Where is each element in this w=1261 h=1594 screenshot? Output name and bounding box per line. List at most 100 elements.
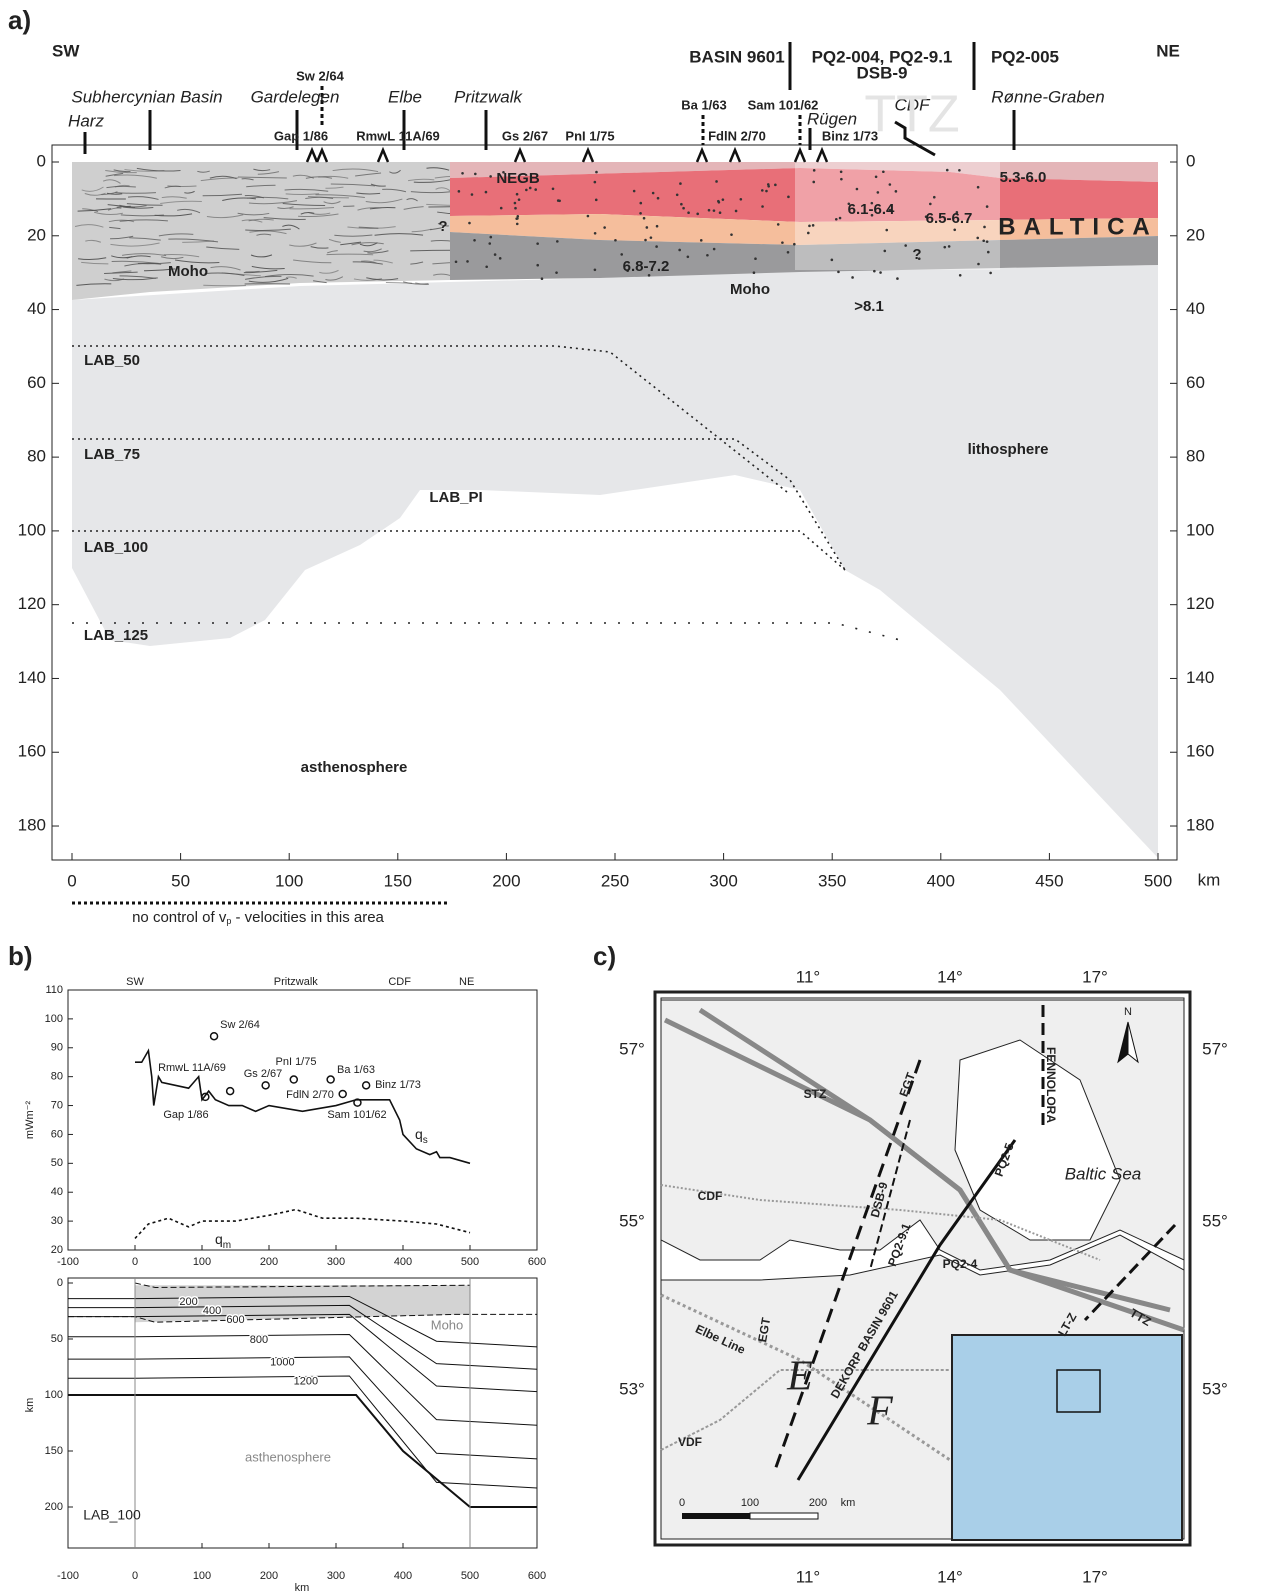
velocity-dot — [680, 203, 683, 206]
isotherm — [68, 1357, 537, 1459]
label: 0 — [1186, 151, 1195, 170]
velocity-dot — [740, 198, 743, 201]
figure: a)SWNEBASIN 9601PQ2-004, PQ2-9.1DSB-9PQ2… — [0, 0, 1261, 1594]
label: Harz — [68, 111, 104, 130]
label: lithosphere — [968, 441, 1049, 458]
label: mWm⁻² — [24, 1101, 36, 1140]
velocity-dot — [687, 256, 690, 259]
label: BASIN 9601 — [689, 47, 784, 66]
velocity-dot — [534, 188, 537, 191]
label: -100 — [57, 1256, 79, 1268]
label: ? — [912, 246, 921, 263]
velocity-dot — [787, 196, 790, 199]
velocity-dot — [594, 181, 597, 184]
velocity-dot — [986, 240, 989, 243]
velocity-dot — [614, 239, 617, 242]
label: 100 — [193, 1256, 211, 1268]
velocity-dot — [466, 260, 469, 263]
velocity-dot — [958, 169, 961, 172]
velocity-dot — [700, 239, 703, 242]
label: 14° — [937, 1567, 963, 1586]
velocity-dot — [753, 271, 756, 274]
label: E — [786, 1354, 813, 1400]
label: 600 — [528, 1570, 546, 1582]
label: km — [1198, 870, 1221, 889]
velocity-dot — [787, 251, 790, 254]
label: Subhercynian Basin — [71, 87, 222, 106]
velocity-dot — [767, 183, 770, 186]
label: 450 — [1035, 871, 1063, 890]
label: 0 — [37, 151, 46, 170]
label: >8.1 — [854, 298, 884, 315]
velocity-dot — [646, 226, 649, 229]
label: 20 — [1186, 225, 1205, 244]
label: 200 — [492, 871, 520, 890]
velocity-dot — [715, 180, 718, 183]
label: Gardelegen — [251, 87, 340, 106]
label: Elbe — [388, 87, 422, 106]
velocity-dot — [959, 274, 962, 277]
label: Moho — [730, 281, 770, 298]
label: N — [1124, 1006, 1132, 1018]
label: NE — [1156, 41, 1180, 60]
label: a) — [8, 5, 31, 35]
q-label: qm — [215, 1231, 231, 1251]
velocity-dot — [536, 242, 539, 245]
label: 80 — [51, 1071, 63, 1083]
velocity-dot — [851, 276, 854, 279]
label: LAB_PI — [429, 489, 482, 506]
label: 200 — [45, 1501, 63, 1513]
label: 6.1-6.4 — [848, 201, 895, 218]
velocity-dot — [774, 184, 777, 187]
velocity-dot — [468, 222, 471, 225]
velocity-dot — [896, 277, 899, 280]
label: FENNOLORA — [1044, 1047, 1058, 1123]
label: ? — [438, 218, 447, 235]
label: 70 — [51, 1099, 63, 1111]
velocity-dot — [977, 263, 980, 266]
velocity-dot — [831, 259, 834, 262]
label: 40 — [1186, 299, 1205, 318]
label: SW — [52, 41, 80, 60]
label: 200 — [260, 1256, 278, 1268]
velocity-dot — [485, 265, 488, 268]
velocity-dot — [676, 193, 679, 196]
velocity-dot — [840, 171, 843, 174]
well-point — [262, 1082, 269, 1089]
velocity-dot — [840, 178, 843, 181]
velocity-dot — [652, 192, 655, 195]
velocity-dot — [603, 226, 606, 229]
velocity-dot — [594, 232, 597, 235]
label: asthenosphere — [301, 759, 408, 776]
label: 20 — [51, 1244, 63, 1256]
label: Gap 1/86 — [163, 1109, 208, 1121]
velocity-dot — [639, 212, 642, 215]
label: 57° — [1202, 1039, 1228, 1058]
label: STZ — [804, 1087, 827, 1101]
velocity-dot — [987, 251, 990, 254]
label: 60 — [51, 1128, 63, 1140]
label: FdlN 2/70 — [286, 1089, 334, 1101]
label: RmwL 11A/69 — [158, 1062, 226, 1074]
label: Sam 101/62 — [748, 97, 819, 112]
velocity-dot — [839, 217, 842, 220]
label: Binz 1/73 — [375, 1079, 421, 1091]
velocity-dot — [514, 207, 517, 210]
label: 0 — [57, 1277, 63, 1289]
label: -100 — [57, 1570, 79, 1582]
label: 60 — [27, 373, 46, 392]
label: 100 — [741, 1497, 759, 1509]
label: 160 — [1186, 742, 1214, 761]
label: DSB-9 — [856, 63, 907, 82]
label: Moho — [431, 1317, 464, 1332]
velocity-dot — [679, 182, 682, 185]
label: 1000 — [270, 1356, 294, 1368]
q-sub: s — [423, 1135, 428, 1146]
velocity-dot — [977, 186, 980, 189]
label: 600 — [226, 1314, 244, 1326]
label: 0 — [132, 1256, 138, 1268]
label: 180 — [1186, 816, 1214, 835]
label: 40 — [51, 1186, 63, 1198]
velocity-dot — [516, 217, 519, 220]
note-rest: - velocities in this area — [231, 909, 384, 926]
